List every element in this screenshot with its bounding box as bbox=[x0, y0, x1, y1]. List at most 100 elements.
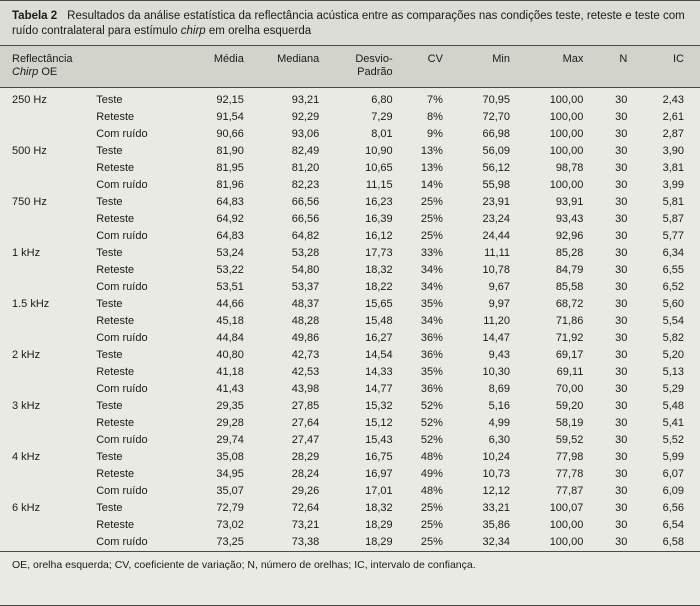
table-row: 500 Hz Teste 81,90 82,49 10,90 13% 56,09 100,00… bbox=[0, 143, 700, 160]
value-cell: 25% bbox=[420, 213, 443, 225]
table-row: Com ruído 29,74 27,47 15,43 52% 6,30 59,52 30 5,… bbox=[0, 432, 700, 449]
value-cell: 17,01 bbox=[365, 485, 393, 497]
table-row: Com ruído 90,66 93,06 8,01 9% 66,98 100,00 30 2,… bbox=[0, 126, 700, 143]
condition-label: Teste bbox=[96, 400, 123, 412]
value-cell: 64,83 bbox=[216, 230, 244, 242]
condition-label: Com ruído bbox=[96, 332, 148, 344]
frequency-label bbox=[0, 109, 92, 126]
value-cell: 30 bbox=[615, 366, 628, 378]
value-cell: 49% bbox=[420, 468, 443, 480]
value-cell: 16,97 bbox=[365, 468, 393, 480]
value-cell: 6,34 bbox=[662, 247, 684, 259]
value-cell: 18,29 bbox=[365, 519, 393, 531]
caption-text-pre: Resultados da análise estatística da ref… bbox=[12, 10, 685, 37]
value-cell: 30 bbox=[615, 230, 628, 242]
condition-label: Teste bbox=[96, 502, 123, 514]
table-row: Reteste 81,95 81,20 10,65 13% 56,12 98,78 30 3,8… bbox=[0, 160, 700, 177]
value-cell: 44,66 bbox=[216, 298, 244, 310]
value-cell: 25% bbox=[420, 502, 443, 514]
value-cell: 10,65 bbox=[365, 162, 393, 174]
value-cell: 30 bbox=[615, 383, 628, 395]
frequency-label: 1.5 kHz bbox=[12, 298, 50, 310]
value-cell: 34% bbox=[420, 281, 443, 293]
table-row: Reteste 53,22 54,80 18,32 34% 10,78 84,79 30 6,5… bbox=[0, 262, 700, 279]
value-cell: 69,17 bbox=[555, 349, 584, 361]
value-cell: 56,12 bbox=[482, 162, 510, 174]
value-cell: 11,15 bbox=[365, 179, 393, 191]
value-cell: 7,29 bbox=[371, 111, 393, 123]
value-cell: 30 bbox=[615, 247, 628, 259]
value-cell: 30 bbox=[615, 502, 628, 514]
value-cell: 52% bbox=[420, 434, 443, 446]
table-row: 750 Hz Teste 64,83 66,56 16,23 25% 23,91 93,91 3… bbox=[0, 194, 700, 211]
column-header: Média bbox=[188, 46, 260, 88]
column-header: CV bbox=[408, 46, 459, 88]
value-cell: 14,47 bbox=[482, 332, 510, 344]
value-cell: 71,86 bbox=[555, 315, 584, 327]
value-cell: 72,79 bbox=[216, 502, 244, 514]
value-cell: 14% bbox=[420, 179, 443, 191]
table-row: Com ruído 81,96 82,23 11,15 14% 55,98 100,00 30… bbox=[0, 177, 700, 194]
value-cell: 48% bbox=[420, 485, 443, 497]
value-cell: 53,24 bbox=[216, 247, 244, 259]
value-cell: 29,28 bbox=[216, 417, 244, 429]
value-cell: 77,98 bbox=[555, 451, 584, 463]
frequency-label bbox=[0, 330, 92, 347]
frequency-label bbox=[0, 534, 92, 551]
value-cell: 3,90 bbox=[662, 145, 684, 157]
value-cell: 12,12 bbox=[482, 485, 510, 497]
value-cell: 30 bbox=[615, 213, 628, 225]
value-cell: 35% bbox=[420, 366, 443, 378]
value-cell: 73,02 bbox=[216, 519, 244, 531]
value-cell: 6,54 bbox=[662, 519, 684, 531]
value-cell: 85,58 bbox=[555, 281, 584, 293]
value-cell: 40,80 bbox=[216, 349, 244, 361]
value-cell: 29,74 bbox=[216, 434, 244, 446]
value-cell: 71,92 bbox=[555, 332, 584, 344]
value-cell: 11,20 bbox=[483, 315, 510, 327]
value-cell: 18,29 bbox=[365, 536, 393, 548]
value-cell: 6,56 bbox=[662, 502, 684, 514]
value-cell: 15,48 bbox=[365, 315, 393, 327]
value-cell: 43,98 bbox=[291, 383, 320, 395]
value-cell: 30 bbox=[615, 111, 628, 123]
value-cell: 48,28 bbox=[291, 315, 320, 327]
value-cell: 36% bbox=[420, 383, 443, 395]
value-cell: 15,43 bbox=[365, 434, 393, 446]
condition-label: Reteste bbox=[96, 213, 135, 225]
value-cell: 32,34 bbox=[482, 536, 510, 548]
value-cell: 5,41 bbox=[662, 417, 684, 429]
frequency-label: 1 kHz bbox=[12, 247, 41, 259]
value-cell: 64,82 bbox=[291, 230, 320, 242]
condition-label: Com ruído bbox=[96, 179, 148, 191]
value-cell: 6,58 bbox=[662, 536, 684, 548]
value-cell: 52% bbox=[420, 417, 443, 429]
value-cell: 30 bbox=[615, 332, 628, 344]
value-cell: 10,30 bbox=[482, 366, 510, 378]
value-cell: 49,86 bbox=[291, 332, 320, 344]
condition-label: Reteste bbox=[96, 111, 135, 123]
value-cell: 10,24 bbox=[482, 451, 510, 463]
condition-label: Teste bbox=[96, 145, 123, 157]
frequency-label: 2 kHz bbox=[12, 349, 41, 361]
value-cell: 30 bbox=[615, 451, 628, 463]
value-cell: 27,64 bbox=[291, 417, 320, 429]
value-cell: 5,16 bbox=[488, 400, 510, 412]
value-cell: 48% bbox=[420, 451, 443, 463]
value-cell: 5,48 bbox=[662, 400, 684, 412]
value-cell: 16,27 bbox=[365, 332, 393, 344]
frequency-label bbox=[0, 279, 92, 296]
table-row: 1 kHz Teste 53,24 53,28 17,73 33% 11,11 85,28 30… bbox=[0, 245, 700, 262]
column-header: Min bbox=[458, 46, 526, 88]
value-cell: 9,97 bbox=[488, 298, 510, 310]
value-cell: 5,20 bbox=[662, 349, 684, 361]
condition-label: Reteste bbox=[96, 315, 135, 327]
value-cell: 48,37 bbox=[291, 298, 320, 310]
column-header: Mediana bbox=[259, 46, 336, 88]
table-head: Reflectância Chirp OE Média Mediana Desvio-… bbox=[0, 46, 700, 88]
value-cell: 10,73 bbox=[482, 468, 510, 480]
value-cell: 28,24 bbox=[291, 468, 320, 480]
table-row: Com ruído 41,43 43,98 14,77 36% 8,69 70,00 30 5,… bbox=[0, 381, 700, 398]
frequency-label bbox=[0, 364, 92, 381]
